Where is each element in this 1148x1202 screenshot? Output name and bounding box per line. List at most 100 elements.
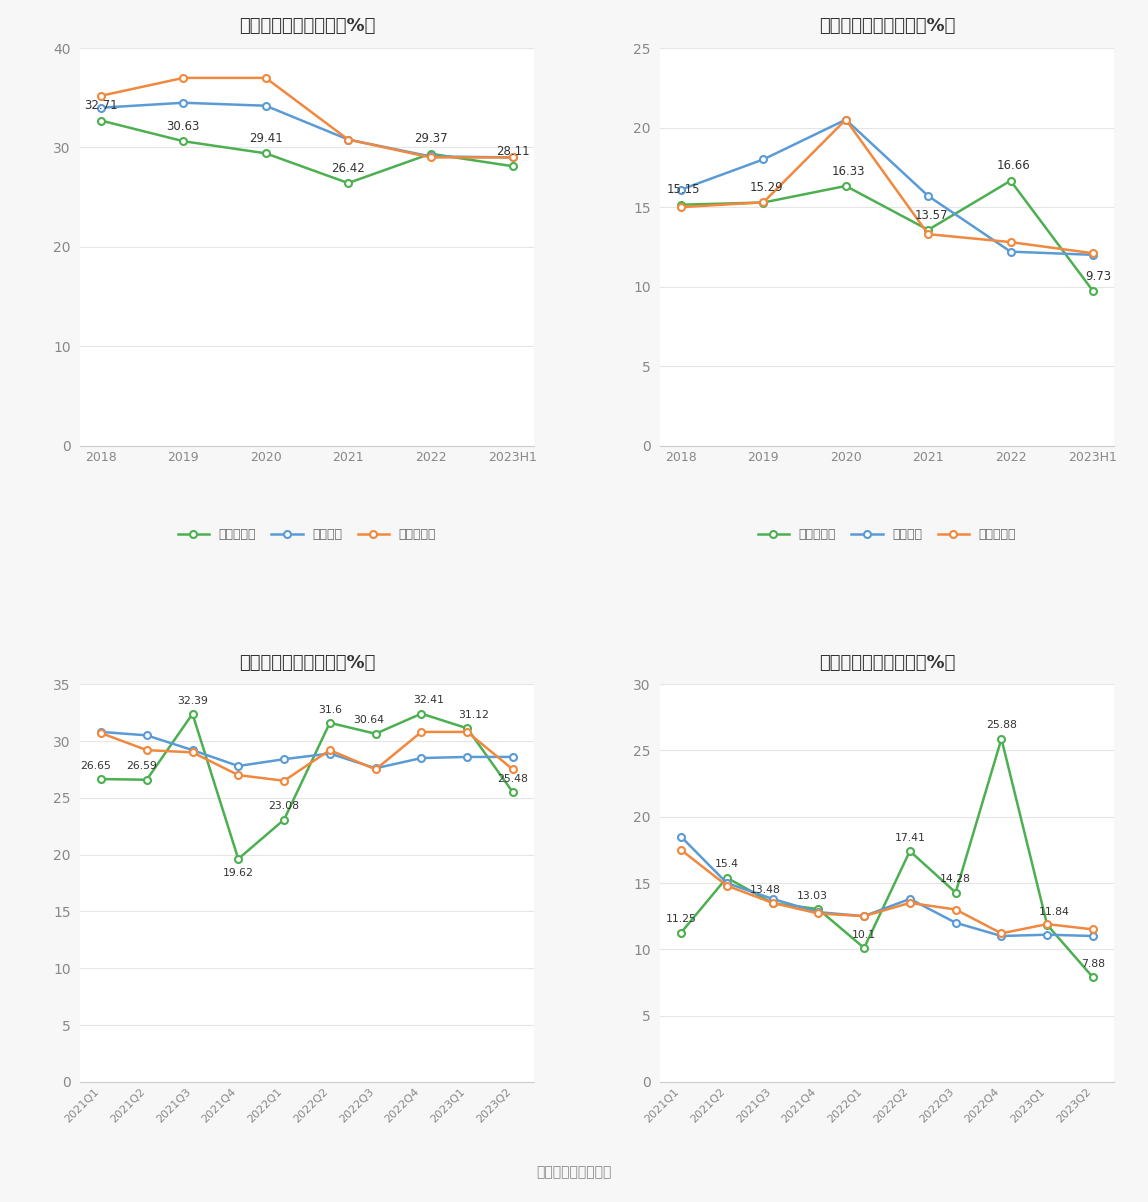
行业中位数 (757, 195, 770, 209)
Text: 17.41: 17.41 (894, 833, 925, 843)
Text: 26.65: 26.65 (80, 761, 111, 770)
Text: 32.71: 32.71 (84, 100, 118, 112)
Text: 32.39: 32.39 (177, 696, 208, 706)
Text: 11.25: 11.25 (666, 915, 697, 924)
公司净利率 (903, 844, 917, 858)
行业中位数 (177, 71, 191, 85)
行业均值 (177, 95, 191, 109)
行业中位数 (258, 71, 272, 85)
Line: 公司净利率: 公司净利率 (677, 177, 1096, 294)
Title: 历年毛利率变化情况（%）: 历年毛利率变化情况（%） (239, 17, 375, 35)
公司净利率 (922, 222, 936, 237)
行业中位数 (1086, 246, 1100, 261)
行业中位数 (674, 843, 688, 857)
Text: 16.66: 16.66 (996, 160, 1030, 172)
公司净利率 (720, 870, 734, 885)
Text: 31.6: 31.6 (318, 704, 342, 714)
行业中位数 (922, 227, 936, 242)
行业中位数 (460, 725, 474, 739)
公司净利率 (674, 926, 688, 940)
Line: 行业中位数: 行业中位数 (677, 846, 1096, 936)
Text: 13.57: 13.57 (914, 208, 948, 221)
公司毛利率 (258, 147, 272, 161)
行业中位数 (277, 774, 290, 789)
行业均值 (424, 149, 437, 163)
公司毛利率 (186, 707, 200, 721)
行业均值 (903, 892, 917, 906)
行业均值 (812, 905, 825, 920)
Text: 26.42: 26.42 (332, 162, 365, 174)
行业均值 (323, 746, 336, 761)
Text: 15.29: 15.29 (750, 182, 783, 195)
行业均值 (1086, 929, 1100, 944)
行业均值 (922, 189, 936, 203)
行业均值 (994, 929, 1008, 944)
公司毛利率 (460, 721, 474, 736)
行业中位数 (232, 768, 246, 783)
Title: 历年净利率变化情况（%）: 历年净利率变化情况（%） (819, 17, 955, 35)
Line: 行业中位数: 行业中位数 (677, 117, 1096, 257)
公司毛利率 (506, 159, 520, 173)
Title: 季度净利率变化情况（%）: 季度净利率变化情况（%） (819, 654, 955, 672)
Line: 公司净利率: 公司净利率 (677, 736, 1096, 981)
行业均值 (506, 150, 520, 165)
Line: 公司毛利率: 公司毛利率 (98, 117, 517, 186)
公司毛利率 (232, 852, 246, 867)
Line: 行业中位数: 行业中位数 (98, 728, 517, 784)
Text: 25.88: 25.88 (986, 720, 1017, 731)
公司净利率 (1086, 284, 1100, 298)
Text: 13.03: 13.03 (797, 891, 828, 900)
Text: 数据来源：恒生聚源: 数据来源：恒生聚源 (536, 1165, 612, 1179)
行业中位数 (323, 743, 336, 757)
行业均值 (766, 892, 779, 906)
行业均值 (140, 728, 154, 743)
行业中位数 (1003, 234, 1017, 249)
公司净利率 (812, 902, 825, 916)
行业中位数 (858, 909, 871, 923)
行业均值 (1040, 928, 1054, 942)
行业均值 (1086, 248, 1100, 262)
Legend: 公司净利率, 行业均值, 行业中位数: 公司净利率, 行业均值, 行业中位数 (753, 524, 1022, 547)
Text: 26.59: 26.59 (126, 761, 156, 772)
Text: 10.1: 10.1 (852, 929, 876, 940)
Text: 16.33: 16.33 (832, 165, 866, 178)
公司毛利率 (506, 785, 520, 799)
Legend: 公司毛利率, 行业均值, 行业中位数: 公司毛利率, 行业均值, 行业中位数 (172, 524, 441, 547)
Line: 公司毛利率: 公司毛利率 (98, 710, 517, 862)
公司毛利率 (323, 715, 336, 730)
公司毛利率 (94, 113, 108, 127)
公司毛利率 (424, 147, 437, 161)
行业均值 (506, 750, 520, 764)
公司净利率 (766, 895, 779, 910)
行业中位数 (186, 745, 200, 760)
行业均值 (414, 751, 428, 766)
行业均值 (858, 909, 871, 923)
Text: 7.88: 7.88 (1081, 959, 1106, 969)
行业中位数 (994, 927, 1008, 941)
行业均值 (258, 99, 272, 113)
行业中位数 (948, 903, 962, 917)
行业中位数 (812, 906, 825, 921)
公司毛利率 (94, 772, 108, 786)
公司毛利率 (277, 813, 290, 827)
Text: 11.84: 11.84 (1039, 906, 1070, 917)
行业均值 (720, 876, 734, 891)
行业均值 (460, 750, 474, 764)
Text: 31.12: 31.12 (459, 710, 489, 720)
行业中位数 (94, 726, 108, 740)
行业均值 (186, 743, 200, 757)
行业中位数 (414, 725, 428, 739)
行业均值 (341, 132, 355, 147)
Line: 行业中位数: 行业中位数 (98, 75, 517, 161)
Text: 13.48: 13.48 (750, 885, 781, 894)
行业均值 (94, 101, 108, 115)
行业中位数 (506, 150, 520, 165)
行业中位数 (369, 762, 382, 776)
公司毛利率 (369, 726, 382, 740)
公司毛利率 (414, 707, 428, 721)
Text: 14.28: 14.28 (940, 874, 971, 885)
行业中位数 (94, 89, 108, 103)
公司净利率 (1040, 917, 1054, 932)
行业均值 (674, 183, 688, 197)
Text: 32.41: 32.41 (413, 695, 444, 706)
